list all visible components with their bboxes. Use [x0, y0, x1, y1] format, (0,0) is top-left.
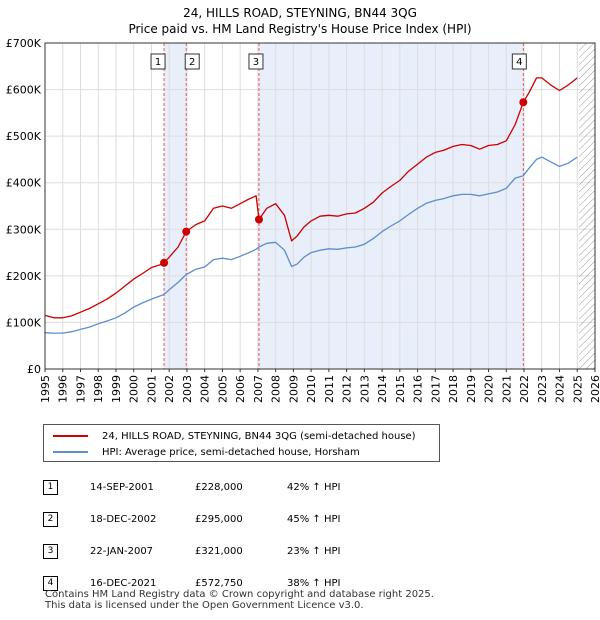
transaction-label-box [184, 53, 200, 70]
x-tick-label: 2016 [412, 375, 425, 403]
transaction-marker [519, 98, 528, 107]
hpi-line [44, 156, 578, 334]
x-tick-label: 2008 [270, 375, 283, 403]
x-tick-label: 2012 [341, 375, 354, 403]
x-tick-label: 2022 [518, 375, 531, 403]
x-tick-label: 2017 [429, 375, 442, 403]
x-tick-label: 2019 [465, 375, 478, 403]
ownership-shade [258, 43, 524, 369]
x-tick-label: 2018 [447, 375, 460, 403]
y-tick-label: £200K [6, 270, 42, 283]
x-tick-label: 2020 [483, 375, 496, 403]
transaction-price: £321,000 [195, 545, 243, 557]
x-tick-label: 1996 [57, 375, 70, 403]
transaction-number: 3 [43, 543, 58, 559]
transaction-date: 16-DEC-2021 [90, 577, 157, 589]
y-tick-label: £100K [6, 316, 42, 329]
transaction-label-box [248, 53, 264, 70]
x-tick-label: 2004 [199, 375, 212, 403]
price-chart: £0 £100K £200K £300K £400K £500K £600K £700K 199… [6, 37, 600, 403]
y-tick-label: £700K [6, 37, 42, 50]
table-row: 3 22-JAN-2007 £321,000 23% ↑ HPI [43, 535, 377, 567]
transaction-label: 3 [253, 57, 259, 68]
transaction-price: £295,000 [195, 513, 243, 525]
transaction-hpi: 23% ↑ HPI [287, 545, 341, 557]
chart-title: 24, HILLS ROAD, STEYNING, BN44 3QG [183, 6, 417, 20]
x-tick-label: 2006 [234, 375, 247, 403]
x-tick-label: 1999 [110, 375, 123, 403]
plot-frame [44, 42, 596, 370]
legend-hpi-label: HPI: Average price, semi-detached house,… [102, 446, 360, 458]
footer-licence: This data is licensed under the Open Gov… [45, 600, 364, 611]
x-tick-label: 2003 [181, 375, 194, 403]
table-row: 4 16-DEC-2021 £572,750 38% ↑ HPI [43, 567, 377, 599]
x-tick-label: 2014 [376, 375, 389, 403]
x-tick-label: 2025 [571, 375, 584, 403]
x-tick-label: 2007 [252, 375, 265, 403]
table-row: 1 14-SEP-2001 £228,000 42% ↑ HPI [43, 471, 377, 503]
transaction-hpi: 45% ↑ HPI [287, 513, 341, 525]
ownership-shade [164, 43, 187, 369]
x-tick-label: 1995 [39, 375, 52, 403]
x-tick-label: 2002 [163, 375, 176, 403]
y-tick-label: £0 [27, 363, 41, 376]
x-tick-label: 2000 [128, 375, 141, 403]
transaction-marker [160, 258, 169, 267]
transaction-price: £228,000 [195, 481, 243, 493]
x-tick-label: 2010 [305, 375, 318, 403]
legend-item-hpi: HPI: Average price, semi-detached house,… [53, 445, 360, 459]
x-tick-label: 2013 [358, 375, 371, 403]
transaction-date: 14-SEP-2001 [90, 481, 154, 493]
future-hatch [579, 43, 595, 369]
footer-copyright: Contains HM Land Registry data © Crown c… [45, 589, 434, 600]
y-tick-label: £600K [6, 84, 42, 97]
x-tick-label: 2021 [500, 375, 513, 403]
x-tick-label: 1998 [92, 375, 105, 403]
x-tick-label: 2009 [287, 375, 300, 403]
transactions-table: 1 14-SEP-2001 £228,000 42% ↑ HPI 2 18-DE… [43, 471, 377, 599]
transaction-marker [182, 227, 191, 236]
legend-price-label: 24, HILLS ROAD, STEYNING, BN44 3QG (semi… [102, 430, 416, 442]
x-tick-label: 2005 [216, 375, 229, 403]
transaction-label-box [511, 53, 527, 70]
transaction-marker [254, 215, 263, 224]
price-paid-line [44, 77, 578, 319]
legend-hpi-swatch [53, 451, 88, 453]
x-tick-label: 2011 [323, 375, 336, 403]
x-tick-label: 1997 [74, 375, 87, 403]
transaction-label-box [150, 53, 166, 70]
legend: 24, HILLS ROAD, STEYNING, BN44 3QG (semi… [43, 424, 440, 462]
transaction-date: 22-JAN-2007 [90, 545, 154, 557]
y-tick-label: £300K [6, 223, 42, 236]
transaction-label: 4 [516, 57, 522, 68]
y-tick-label: £400K [6, 177, 42, 190]
y-tick-label: £500K [6, 130, 42, 143]
x-tick-label: 2015 [394, 375, 407, 403]
transaction-label: 1 [155, 57, 161, 68]
transaction-label: 2 [189, 57, 195, 68]
transaction-hpi: 38% ↑ HPI [287, 577, 341, 589]
chart-subtitle: Price paid vs. HM Land Registry's House … [128, 22, 472, 36]
transaction-date: 18-DEC-2002 [90, 513, 157, 525]
x-tick-label: 2026 [589, 375, 600, 403]
x-tick-label: 2024 [554, 375, 567, 403]
transaction-number: 4 [43, 575, 58, 591]
table-row: 2 18-DEC-2002 £295,000 45% ↑ HPI [43, 503, 377, 535]
x-tick-label: 2001 [145, 375, 158, 403]
transaction-number: 1 [43, 479, 58, 495]
footer: Contains HM Land Registry data © Crown c… [45, 589, 434, 611]
transaction-hpi: 42% ↑ HPI [287, 481, 341, 493]
transaction-number: 2 [43, 511, 58, 527]
legend-item-price: 24, HILLS ROAD, STEYNING, BN44 3QG (semi… [53, 429, 416, 443]
x-tick-label: 2023 [536, 375, 549, 403]
transaction-price: £572,750 [195, 577, 243, 589]
legend-price-swatch [53, 435, 88, 437]
